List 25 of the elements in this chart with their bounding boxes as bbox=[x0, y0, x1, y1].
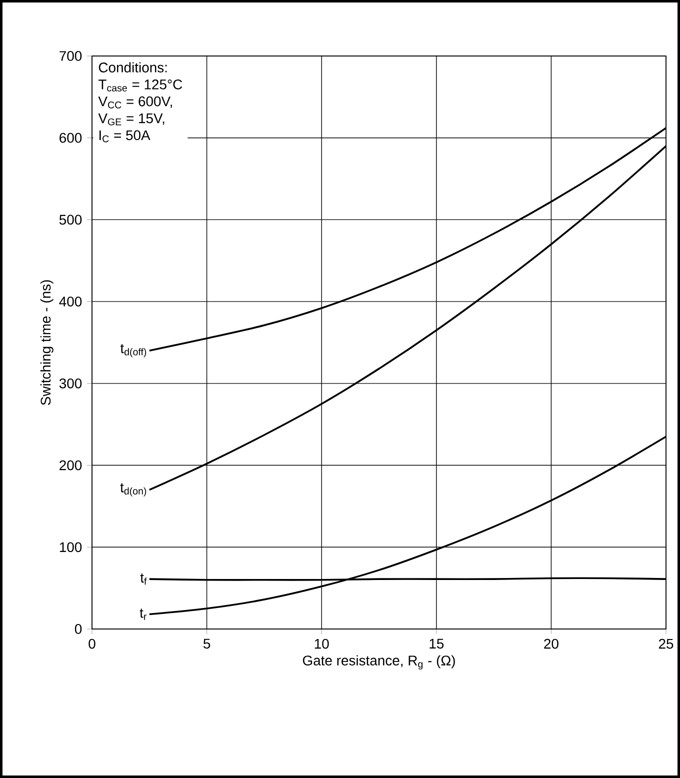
series-label: t$_{d(on)}$ bbox=[120, 483, 146, 496]
y-tick-label: 400 bbox=[59, 296, 82, 307]
x-tick-label: 25 bbox=[658, 638, 674, 649]
annotation: V$_{GE}$ = 15V, bbox=[98, 114, 164, 126]
y-tick-label: 100 bbox=[60, 542, 82, 552]
x-tick-label: 15 bbox=[430, 638, 444, 649]
series-label: t$_{d(off)}$ bbox=[120, 344, 146, 358]
y-tick-label: 0 bbox=[74, 624, 82, 634]
x-tick-label: 20 bbox=[544, 638, 558, 649]
x-tick-label: 0 bbox=[88, 638, 96, 649]
series-label: t$_{f}$ bbox=[140, 573, 147, 585]
y-tick-label: 500 bbox=[59, 214, 82, 225]
annotation: V$_{CC}$ = 600V, bbox=[98, 96, 172, 108]
x-tick-label: 5 bbox=[203, 638, 210, 649]
x-tick-label: 10 bbox=[314, 638, 329, 649]
y-tick-label: 700 bbox=[60, 51, 82, 61]
y-tick-label: 600 bbox=[60, 132, 82, 143]
annotation: Conditions: bbox=[98, 62, 167, 72]
annotation: I$_{C}$ = 50A bbox=[99, 130, 150, 142]
annotation: T$_{case}$ = 125°C bbox=[98, 79, 182, 92]
x-axis-title: Gate resistance, R$_{g}$ - (Ω) bbox=[302, 655, 455, 670]
series-label: t$_{r}$ bbox=[140, 608, 147, 620]
y-axis-title: Switching time - (ns) bbox=[40, 280, 54, 406]
y-tick-label: 200 bbox=[60, 460, 82, 470]
y-tick-label: 300 bbox=[59, 378, 82, 388]
